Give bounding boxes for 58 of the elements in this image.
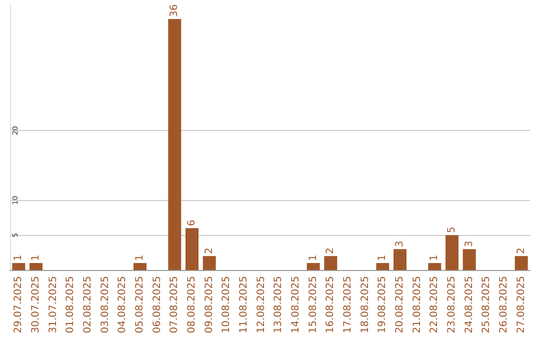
bar bbox=[12, 263, 26, 270]
x-tick-label: 09.08.2025 bbox=[204, 276, 215, 334]
x-tick-label: 14.08.2025 bbox=[290, 276, 302, 334]
bar bbox=[186, 228, 198, 270]
x-tick-label: 22.08.2025 bbox=[429, 276, 440, 334]
bar bbox=[394, 249, 406, 270]
data-label: 1 bbox=[13, 254, 24, 262]
bar bbox=[306, 263, 320, 270]
data-label: 36 bbox=[169, 4, 180, 17]
x-tick-label: 12.08.2025 bbox=[256, 276, 267, 334]
data-label: 5 bbox=[446, 226, 458, 234]
x-tick-label: 15.08.2025 bbox=[308, 276, 319, 334]
data-label: 3 bbox=[394, 240, 406, 248]
data-label: 2 bbox=[516, 248, 527, 254]
x-tick-label: 06.08.2025 bbox=[152, 276, 163, 334]
bar bbox=[168, 18, 182, 270]
x-tick-label: 01.08.2025 bbox=[65, 276, 76, 334]
data-label: 2 bbox=[204, 248, 215, 254]
bar bbox=[324, 256, 338, 270]
x-tick-label: 27.08.2025 bbox=[516, 276, 527, 334]
x-tick-label: 13.08.2025 bbox=[273, 276, 284, 334]
x-tick-label: 08.08.2025 bbox=[186, 276, 198, 334]
x-tick-label: 16.08.2025 bbox=[325, 276, 336, 334]
x-tick-label: 24.08.2025 bbox=[464, 276, 475, 334]
data-label: 1 bbox=[134, 254, 146, 262]
x-tick-label: 25.08.2025 bbox=[481, 276, 492, 334]
bar bbox=[202, 256, 216, 270]
x-tick-label: 19.08.2025 bbox=[377, 276, 388, 334]
x-tick-label: 03.08.2025 bbox=[100, 276, 111, 334]
x-tick-label: 29.07.2025 bbox=[13, 276, 24, 334]
x-tick-label: 23.08.2025 bbox=[446, 276, 458, 334]
data-label: 1 bbox=[377, 254, 388, 262]
x-tick-label: 10.08.2025 bbox=[221, 276, 232, 334]
data-label: 1 bbox=[30, 254, 42, 262]
x-tick-label: 26.08.2025 bbox=[498, 276, 510, 334]
x-tick-label: 07.08.2025 bbox=[169, 276, 180, 334]
bar bbox=[462, 249, 476, 270]
x-tick-label: 20.08.2025 bbox=[394, 276, 406, 334]
data-label: 1 bbox=[429, 254, 440, 262]
bar bbox=[428, 263, 442, 270]
x-tick-label: 21.08.2025 bbox=[412, 276, 423, 334]
data-label: 6 bbox=[186, 220, 198, 226]
x-tick-label: 18.08.2025 bbox=[360, 276, 371, 334]
bar bbox=[446, 235, 458, 270]
x-tick-label: 05.08.2025 bbox=[134, 276, 146, 334]
bar bbox=[514, 256, 528, 270]
bar bbox=[30, 263, 42, 270]
x-tick-label: 17.08.2025 bbox=[342, 276, 354, 334]
bar bbox=[134, 263, 146, 270]
data-label: 1 bbox=[308, 254, 319, 262]
x-tick-label: 11.08.2025 bbox=[238, 276, 250, 334]
x-tick-label: 04.08.2025 bbox=[117, 276, 128, 334]
x-tick-label: 31.07.2025 bbox=[48, 276, 59, 334]
x-tick-label: 02.08.2025 bbox=[82, 276, 94, 334]
x-tick-label: 30.07.2025 bbox=[30, 276, 42, 334]
data-label: 2 bbox=[325, 248, 336, 254]
bar bbox=[376, 263, 390, 270]
data-label: 3 bbox=[464, 240, 475, 248]
